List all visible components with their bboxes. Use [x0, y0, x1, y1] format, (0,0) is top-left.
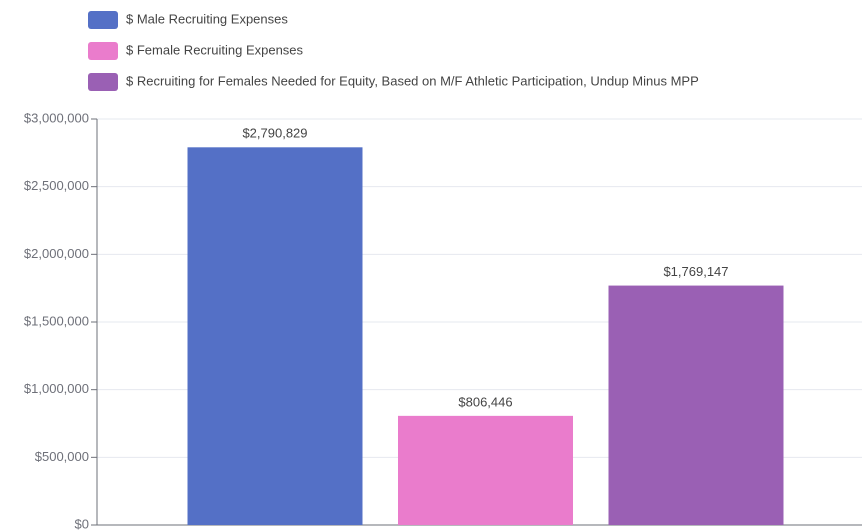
legend-label: $ Recruiting for Females Needed for Equi…: [126, 73, 699, 88]
y-tick-label: $500,000: [35, 449, 89, 464]
legend-label: $ Female Recruiting Expenses: [126, 42, 304, 57]
y-tick-label: $2,500,000: [24, 178, 89, 193]
y-tick-label: $3,000,000: [24, 110, 89, 125]
legend-swatch: [88, 42, 118, 60]
value-label: $2,790,829: [242, 126, 307, 141]
y-tick-label: $1,000,000: [24, 381, 89, 396]
value-label: $806,446: [458, 394, 512, 409]
legend-swatch: [88, 73, 118, 91]
legend-label: $ Male Recruiting Expenses: [126, 11, 288, 26]
value-label: $1,769,147: [663, 264, 728, 279]
bar: [608, 285, 784, 525]
bar: [398, 415, 573, 525]
legend-swatch: [88, 11, 118, 29]
y-tick-label: $1,500,000: [24, 313, 89, 328]
bar: [187, 147, 363, 526]
y-tick-label: $2,000,000: [24, 246, 89, 261]
y-tick-label: $0: [75, 516, 89, 531]
